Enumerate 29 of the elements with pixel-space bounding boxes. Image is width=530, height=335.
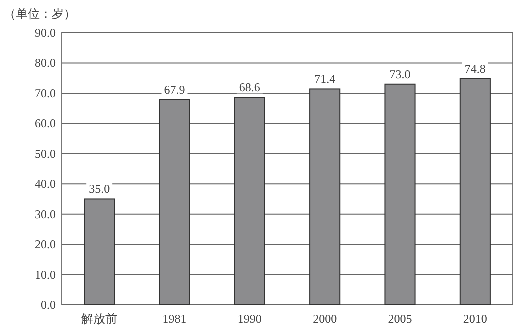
bar — [310, 88, 341, 306]
data-label: 71.4 — [314, 72, 336, 86]
x-tick-label: 解放前 — [82, 312, 118, 326]
y-tick-label: 0.0 — [41, 298, 56, 312]
data-label: 68.6 — [239, 80, 260, 95]
x-tick-label: 2000 — [313, 312, 338, 326]
y-tick-label: 50.0 — [35, 146, 56, 161]
x-tick-label: 2005 — [388, 312, 412, 326]
bar — [384, 84, 416, 306]
y-tick-label: 90.0 — [35, 26, 56, 40]
data-label: 74.8 — [464, 62, 486, 76]
bar — [84, 198, 116, 306]
x-tick-label: 1981 — [162, 312, 187, 326]
x-tick-label: 2010 — [463, 312, 488, 326]
y-tick-label: 20.0 — [35, 238, 56, 252]
y-tick-label: 30.0 — [35, 207, 56, 222]
data-label: 73.0 — [390, 67, 411, 82]
bar — [159, 99, 190, 306]
y-axis-title: （单位：岁） — [4, 7, 76, 21]
y-tick-label: 60.0 — [35, 116, 56, 131]
bar — [234, 97, 266, 306]
data-label: 67.9 — [164, 82, 186, 97]
bar — [460, 78, 491, 306]
y-tick-label: 70.0 — [35, 86, 56, 100]
y-tick-label: 10.0 — [35, 268, 56, 282]
data-label: 35.0 — [89, 182, 110, 196]
y-tick-label: 40.0 — [35, 177, 56, 192]
x-tick-label: 1990 — [238, 312, 262, 326]
y-tick-label: 80.0 — [35, 56, 56, 70]
